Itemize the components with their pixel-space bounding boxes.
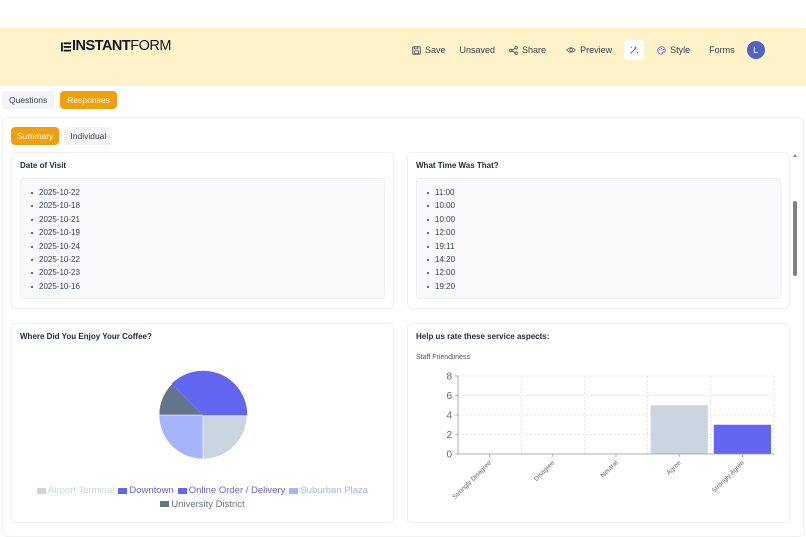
share-icon [509,45,518,55]
forms-label: Forms [709,45,735,55]
list-item: 10:00 [427,213,780,226]
legend-item[interactable]: Online Order / Delivery [177,484,286,497]
legend-label: Online Order / Delivery [188,485,286,496]
legend-item[interactable]: Downtown [118,484,174,497]
preview-button[interactable]: Preview [566,39,612,61]
preview-label: Preview [580,45,613,55]
magic-wand-icon [630,45,639,54]
card-title: Date of Visit [20,161,67,170]
list-item: 12:00 [427,266,780,279]
date-of-visit-card: Date of Visit 2025-10-22 2025-10-18 2025… [11,152,394,309]
staff-friendliness-bar-chart: 0 2 4 6 8 Strongly Disagree Disagree Neutral Agr… [446,372,775,501]
pie-slice[interactable] [158,414,204,460]
svg-text:2: 2 [446,430,452,441]
svg-text:Strongly Disagree: Strongly Disagree [452,459,494,501]
service-rating-card: Help us rate these service aspects: Staf… [407,323,790,523]
style-label: Style [670,45,691,55]
list-item: 2025-10-24 [31,240,384,253]
svg-text:0: 0 [446,450,452,461]
legend-label: Suburban Plaza [300,485,368,496]
list-item: 2025-10-23 [31,266,384,279]
legend-swatch [289,487,299,494]
legend-swatch [37,487,47,494]
legend-item[interactable]: University District [160,498,245,511]
list-item: 10:00 [427,199,780,212]
legend-label: Downtown [129,485,174,496]
tab-summary[interactable]: Summary [11,127,60,145]
form-logo-icon [61,41,71,51]
list-item: 19:11 [427,240,780,253]
palette-icon [657,45,666,55]
legend-item[interactable]: Suburban Plaza [289,484,368,497]
svg-text:Agree: Agree [665,459,682,476]
card-title: What Time Was That? [416,161,499,170]
unsaved-status: Unsaved [460,39,496,61]
chart-subtitle: Staff Friendliness [416,354,470,361]
logo[interactable]: INSTANT FORM [61,38,171,54]
save-button[interactable]: Save [412,39,446,61]
ai-magic-button[interactable] [624,40,645,60]
list-item: 2025-10-22 [31,253,384,266]
avatar-initial: L [753,45,759,55]
tab-responses[interactable]: Responses [60,91,117,109]
card-title: Help us rate these service aspects: [416,332,550,341]
pie-legend: Airport Terminal Downtown Online Order / D… [12,484,393,511]
logo-text-bold: INSTANT [72,38,131,54]
svg-text:Neutral: Neutral [600,459,620,479]
list-item: 2025-10-21 [31,213,384,226]
save-icon [412,45,421,55]
eye-icon [566,47,576,53]
list-item: 2025-10-18 [31,199,384,212]
scroll-up-arrow-icon[interactable] [793,154,797,157]
top-gap [0,0,806,28]
share-button[interactable]: Share [509,39,546,61]
location-card: Where Did You Enjoy Your Coffee? Airport… [11,323,394,523]
tab-individual[interactable]: Individual [64,127,113,145]
list-item: 12:00 [427,226,780,239]
scroll-thumb[interactable] [793,201,797,276]
share-label: Share [522,45,547,55]
forms-button[interactable]: Forms [709,39,735,61]
header-nav: Save Unsaved Share Preview Style Forms L [412,39,765,61]
pie-slice[interactable] [202,414,248,460]
svg-text:8: 8 [446,372,452,383]
legend-label: Airport Terminal [48,485,115,496]
response-list: 2025-10-22 2025-10-18 2025-10-21 2025-10… [20,178,385,299]
unsaved-label: Unsaved [459,45,496,55]
responses-panel: Summary Individual Date of Visit 2025-10… [2,117,804,537]
bar[interactable] [650,405,708,454]
legend-swatch [118,487,128,494]
list-item: 2025-10-19 [31,226,384,239]
pie-slice[interactable] [202,370,248,416]
list-item: 2025-10-22 [31,186,384,199]
save-label: Save [425,45,446,55]
legend-label: University District [171,498,245,510]
tab-questions[interactable]: Questions [2,91,55,109]
location-pie-chart [158,370,248,460]
response-list: 11:00 10:00 10:00 12:00 19:11 14:20 12:0… [416,178,781,299]
svg-text:4: 4 [446,411,452,422]
svg-text:Strongly Agree: Strongly Agree [711,459,746,494]
svg-text:Disagree: Disagree [533,459,557,483]
legend-swatch [160,501,170,507]
card-title: Where Did You Enjoy Your Coffee? [20,332,152,341]
scrollbar[interactable] [791,154,801,454]
list-item: 19:20 [427,280,780,293]
response-view-tabs: Summary Individual [11,127,113,145]
bar[interactable] [713,424,771,454]
time-card: What Time Was That? 11:00 10:00 10:00 12… [407,152,790,309]
list-item: 11:00 [427,186,780,199]
list-item: 2025-10-16 [31,280,384,293]
main-tabs: Questions Responses [2,91,117,109]
list-item: 14:20 [427,253,780,266]
app-header: INSTANT FORM Save Unsaved Share Preview S… [0,28,806,86]
legend-item[interactable]: Airport Terminal [37,484,114,497]
legend-swatch [177,487,187,494]
user-avatar[interactable]: L [746,41,765,59]
svg-text:6: 6 [446,391,452,402]
logo-text-light: FORM [130,38,171,54]
style-button[interactable]: Style [657,39,690,61]
